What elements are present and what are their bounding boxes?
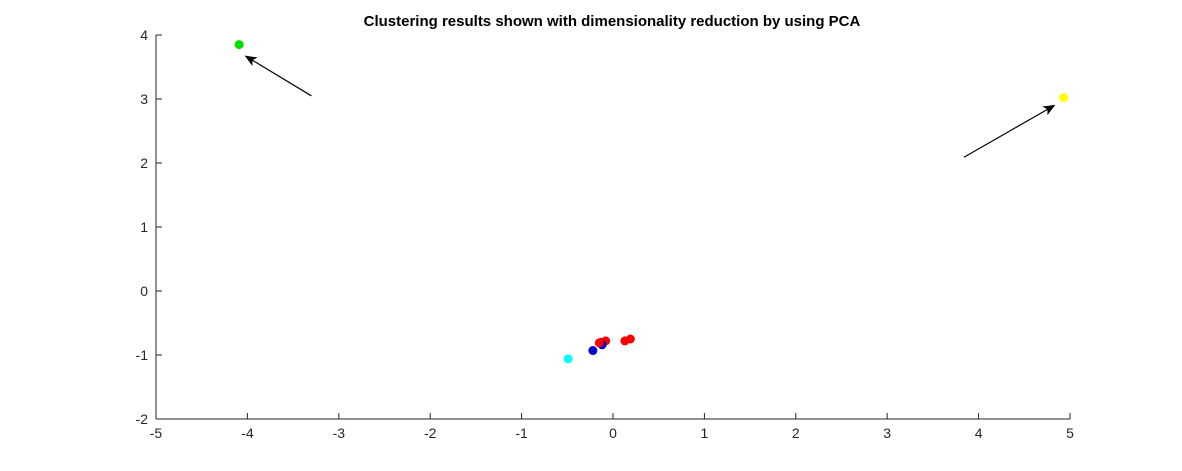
- annotation-arrow: [244, 55, 312, 97]
- y-tick-label: 4: [140, 27, 148, 43]
- y-tick-label: -1: [136, 347, 149, 363]
- x-tick-label: -5: [150, 425, 163, 441]
- x-axis-ticks: -5 -4 -3 -2 -1 0 1 2 3 4 5: [150, 413, 1074, 441]
- data-point: [625, 334, 635, 344]
- x-tick-label: 2: [792, 425, 800, 441]
- y-tick-label: 1: [140, 219, 148, 235]
- arrow-annotations: [244, 55, 1056, 158]
- data-points: [234, 40, 1069, 364]
- y-tick-label: -2: [136, 411, 149, 427]
- x-tick-label: -4: [241, 425, 254, 441]
- annotation-arrow: [963, 104, 1056, 158]
- x-tick-label: 5: [1066, 425, 1074, 441]
- data-point: [588, 346, 598, 356]
- x-tick-label: 3: [883, 425, 891, 441]
- data-point: [594, 338, 604, 348]
- x-tick-label: -3: [333, 425, 346, 441]
- y-tick-label: 3: [140, 91, 148, 107]
- x-tick-label: -1: [515, 425, 528, 441]
- y-tick-label: 2: [140, 155, 148, 171]
- y-axis-ticks: -2 -1 0 1 2 3 4: [136, 27, 162, 427]
- data-point: [563, 354, 573, 364]
- x-tick-label: 1: [701, 425, 709, 441]
- data-point: [1059, 93, 1069, 103]
- x-tick-label: 4: [975, 425, 983, 441]
- chart-title: Clustering results shown with dimensiona…: [364, 13, 861, 30]
- x-tick-label: 0: [609, 425, 617, 441]
- data-point: [234, 40, 244, 50]
- x-tick-label: -2: [424, 425, 437, 441]
- y-tick-label: 0: [140, 283, 148, 299]
